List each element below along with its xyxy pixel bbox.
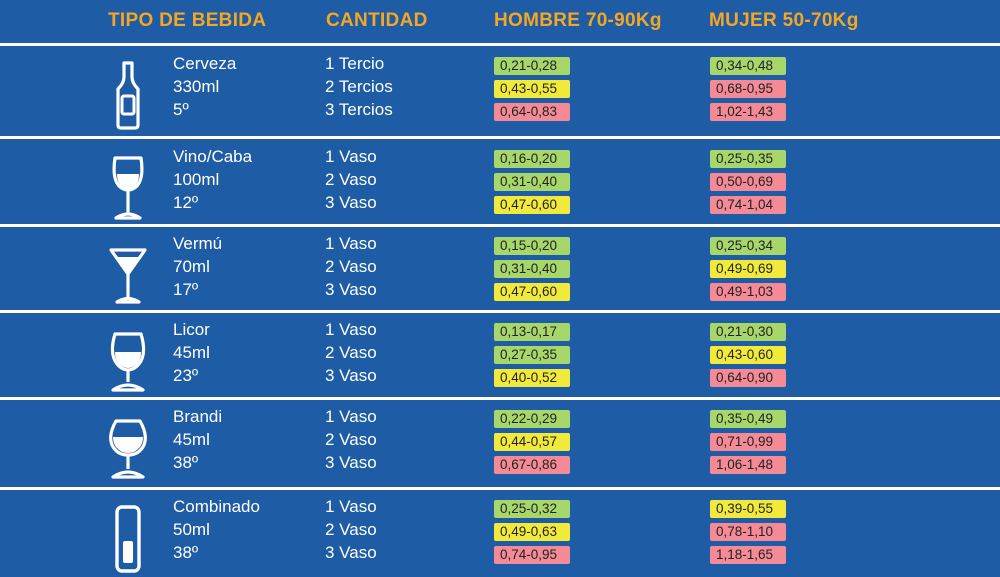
drink-degree: 5º — [173, 100, 189, 119]
female-bac-badge: 0,25-0,34 — [710, 237, 786, 255]
wine-glass-icon — [103, 152, 153, 224]
female-bac-badge: 1,06-1,48 — [710, 456, 786, 474]
male-bac-badge: 0,47-0,60 — [494, 283, 570, 301]
header-female: MUJER 50-70Kg — [709, 10, 859, 31]
drink-degree: 38º — [173, 543, 199, 562]
drink-row-vino-caba: Vino/Caba 100ml 12º 1 Vaso 2 Vaso 3 Vaso 0,16-… — [0, 147, 1000, 227]
row-separator — [0, 136, 1000, 139]
female-bac-badge: 0,43-0,60 — [710, 346, 786, 364]
quantity-label: 3 Vaso — [325, 366, 377, 385]
quantity-label: 3 Vaso — [325, 193, 377, 212]
row-separator — [0, 397, 1000, 400]
drink-volume: 330ml — [173, 77, 220, 96]
header-drink-type: TIPO DE BEBIDA — [108, 10, 267, 31]
female-bac-badge: 0,21-0,30 — [710, 323, 786, 341]
female-bac-badge: 0,35-0,49 — [710, 410, 786, 428]
drink-row-brandi: Brandi 45ml 38º 1 Vaso 2 Vaso 3 Vaso 0,22-0,29… — [0, 407, 1000, 487]
quantity-label: 3 Tercios — [325, 100, 393, 119]
female-bac-badge: 0,74-1,04 — [710, 196, 786, 214]
quantity-label: 2 Vaso — [325, 257, 377, 276]
male-bac-badge: 0,21-0,28 — [494, 57, 570, 75]
quantity-label: 1 Vaso — [325, 497, 377, 516]
row-separator — [0, 224, 1000, 227]
female-bac-badge: 0,34-0,48 — [710, 57, 786, 75]
quantity-label: 2 Vaso — [325, 520, 377, 539]
quantity-label: 3 Vaso — [325, 543, 377, 562]
highball-glass-icon — [103, 503, 153, 575]
drink-volume: 45ml — [173, 430, 210, 449]
drink-volume: 50ml — [173, 520, 210, 539]
drink-row-licor: Licor 45ml 23º 1 Vaso 2 Vaso 3 Vaso 0,13-0,17 0… — [0, 320, 1000, 400]
female-bac-badge: 0,64-0,90 — [710, 369, 786, 387]
male-bac-badge: 0,67-0,86 — [494, 456, 570, 474]
quantity-label: 2 Vaso — [325, 170, 377, 189]
drink-name: Vino/Caba — [173, 147, 253, 166]
drink-name: Cerveza — [173, 54, 237, 73]
quantity-label: 2 Vaso — [325, 343, 377, 362]
row-separator — [0, 43, 1000, 46]
male-bac-badge: 0,13-0,17 — [494, 323, 570, 341]
male-bac-badge: 0,25-0,32 — [494, 500, 570, 518]
quantity-label: 1 Vaso — [325, 407, 377, 426]
female-bac-badge: 0,50-0,69 — [710, 173, 786, 191]
male-bac-badge: 0,64-0,83 — [494, 103, 570, 121]
beer-bottle-icon — [103, 59, 153, 131]
row-separator — [0, 487, 1000, 490]
male-bac-badge: 0,74-0,95 — [494, 546, 570, 564]
quantity-label: 2 Tercios — [325, 77, 393, 96]
martini-glass-icon — [103, 240, 153, 312]
male-bac-badge: 0,31-0,40 — [494, 173, 570, 191]
brandy-glass-icon — [103, 413, 153, 485]
quantity-label: 1 Vaso — [325, 147, 377, 166]
drink-volume: 70ml — [173, 257, 210, 276]
female-bac-badge: 1,02-1,43 — [710, 103, 786, 121]
drink-name: Combinado — [173, 497, 260, 516]
female-bac-badge: 0,49-1,03 — [710, 283, 786, 301]
quantity-label: 3 Vaso — [325, 453, 377, 472]
drink-degree: 17º — [173, 280, 199, 299]
drink-degree: 23º — [173, 366, 199, 385]
drink-volume: 45ml — [173, 343, 210, 362]
male-bac-badge: 0,44-0,57 — [494, 433, 570, 451]
drink-row-combinado: Combinado 50ml 38º 1 Vaso 2 Vaso 3 Vaso 0,25-0… — [0, 497, 1000, 577]
row-separator — [0, 310, 1000, 313]
quantity-label: 1 Vaso — [325, 234, 377, 253]
drink-volume: 100ml — [173, 170, 220, 189]
male-bac-badge: 0,27-0,35 — [494, 346, 570, 364]
female-bac-badge: 0,78-1,10 — [710, 523, 786, 541]
male-bac-badge: 0,15-0,20 — [494, 237, 570, 255]
drink-name: Vermú — [173, 234, 223, 253]
female-bac-badge: 1,18-1,65 — [710, 546, 786, 564]
drink-name: Licor — [173, 320, 210, 339]
male-bac-badge: 0,31-0,40 — [494, 260, 570, 278]
drink-name: Brandi — [173, 407, 223, 426]
male-bac-badge: 0,43-0,55 — [494, 80, 570, 98]
drink-degree: 12º — [173, 193, 199, 212]
drink-degree: 38º — [173, 453, 199, 472]
quantity-label: 2 Vaso — [325, 430, 377, 449]
female-bac-badge: 0,71-0,99 — [710, 433, 786, 451]
female-bac-badge: 0,68-0,95 — [710, 80, 786, 98]
female-bac-badge: 0,25-0,35 — [710, 150, 786, 168]
male-bac-badge: 0,22-0,29 — [494, 410, 570, 428]
drink-row-verm-: Vermú 70ml 17º 1 Vaso 2 Vaso 3 Vaso 0,15-0,20 0… — [0, 234, 1000, 314]
table-header: TIPO DE BEBIDA CANTIDAD HOMBRE 70-90Kg M… — [0, 0, 1000, 44]
female-bac-badge: 0,49-0,69 — [710, 260, 786, 278]
male-bac-badge: 0,16-0,20 — [494, 150, 570, 168]
quantity-label: 3 Vaso — [325, 280, 377, 299]
drink-row-cerveza: Cerveza 330ml 5º 1 Tercio 2 Tercios 3 Tercios… — [0, 54, 1000, 134]
male-bac-badge: 0,49-0,63 — [494, 523, 570, 541]
female-bac-badge: 0,39-0,55 — [710, 500, 786, 518]
header-quantity: CANTIDAD — [326, 10, 428, 31]
quantity-label: 1 Vaso — [325, 320, 377, 339]
quantity-label: 1 Tercio — [325, 54, 385, 73]
male-bac-badge: 0,47-0,60 — [494, 196, 570, 214]
liqueur-glass-icon — [103, 326, 153, 398]
male-bac-badge: 0,40-0,52 — [494, 369, 570, 387]
header-male: HOMBRE 70-90Kg — [494, 10, 662, 31]
